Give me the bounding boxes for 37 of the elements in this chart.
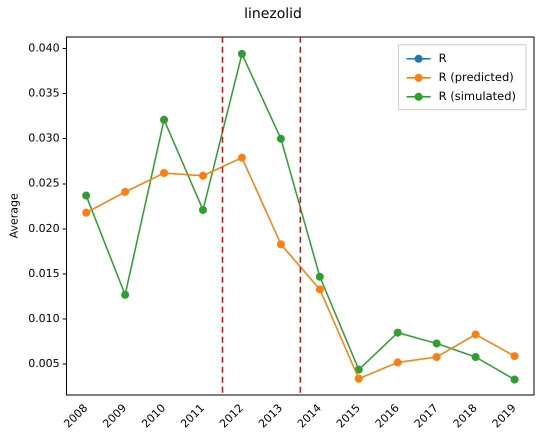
legend-label: R <box>438 50 447 65</box>
point <box>510 376 519 384</box>
y-tick-label: 0.005 <box>28 357 60 370</box>
point <box>82 208 90 217</box>
point <box>160 116 168 124</box>
point <box>432 339 441 348</box>
point <box>394 328 402 337</box>
y-tick-label: 0.025 <box>28 176 60 190</box>
y-axis-title: Average <box>7 193 20 238</box>
point <box>121 188 130 196</box>
point <box>472 352 480 361</box>
y-tick-label: 0.040 <box>28 41 60 54</box>
y-tick-label: 0.015 <box>28 266 60 280</box>
y-tick-label: 0.020 <box>28 222 60 235</box>
point <box>82 192 90 200</box>
legend-label: R (predicted) <box>438 70 514 84</box>
point <box>316 285 324 294</box>
point <box>354 366 363 374</box>
y-tick-label: 0.030 <box>28 132 60 145</box>
chart-title: linezolid <box>244 6 302 22</box>
point <box>238 50 246 58</box>
point <box>238 154 246 162</box>
legend-label: R (simulated) <box>438 88 516 103</box>
point <box>316 272 324 281</box>
point <box>472 330 480 338</box>
point <box>276 240 285 248</box>
y-tick-label: 0.035 <box>28 86 60 100</box>
point <box>432 352 441 361</box>
point <box>276 134 285 143</box>
point <box>198 206 207 214</box>
point <box>198 172 207 180</box>
point <box>354 374 363 383</box>
point <box>160 168 168 177</box>
point <box>394 358 402 366</box>
point <box>121 290 130 299</box>
point <box>510 352 519 360</box>
y-tick-label: 0.010 <box>28 312 60 325</box>
